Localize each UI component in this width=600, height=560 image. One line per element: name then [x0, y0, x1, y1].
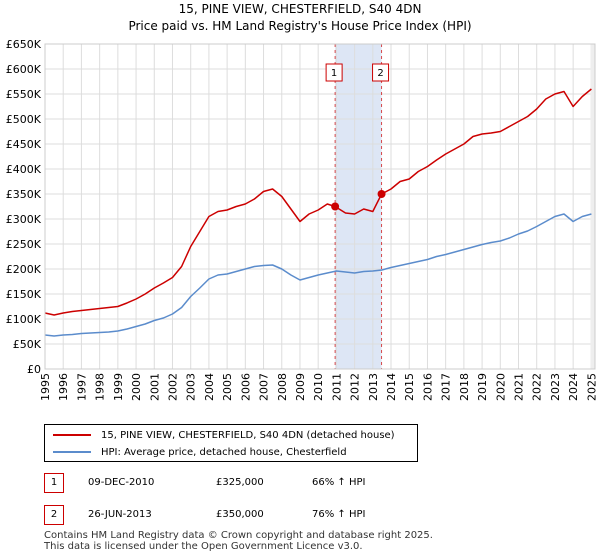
- x-tick-label: 1997: [75, 373, 88, 401]
- legend-swatch-property: [53, 434, 91, 436]
- x-tick-label: 2004: [203, 373, 216, 401]
- chart-subtitle: Price paid vs. HM Land Registry's House …: [128, 19, 472, 33]
- x-tick-label: 2003: [185, 373, 198, 401]
- y-tick-label: £550K: [6, 88, 42, 101]
- x-tick-label: 2011: [330, 373, 343, 401]
- transaction-date: 09-DEC-2010: [88, 477, 155, 488]
- transaction-marker-label: 1: [331, 68, 337, 79]
- x-tick-label: 1995: [39, 373, 52, 401]
- x-tick-label: 2000: [130, 373, 143, 401]
- plot-border: [44, 43, 596, 370]
- legend-item-property: 15, PINE VIEW, CHESTERFIELD, S40 4DN (de…: [53, 427, 395, 443]
- x-tick-label: 2005: [221, 373, 234, 401]
- legend-item-hpi: HPI: Average price, detached house, Ches…: [53, 444, 347, 460]
- y-tick-label: £500K: [6, 113, 42, 126]
- chart-legend: 15, PINE VIEW, CHESTERFIELD, S40 4DN (de…: [44, 424, 418, 462]
- transaction-price: £325,000: [216, 477, 264, 488]
- transaction-marker-box: [325, 63, 343, 82]
- legend-label-property: 15, PINE VIEW, CHESTERFIELD, S40 4DN (de…: [101, 429, 395, 441]
- transaction-hpi-change: 76% ↑ HPI: [312, 509, 366, 520]
- y-tick-label: £350K: [6, 188, 42, 201]
- y-tick-label: £650K: [6, 38, 42, 51]
- transaction-marker-label: 2: [377, 68, 383, 79]
- chart-title: 15, PINE VIEW, CHESTERFIELD, S40 4DN: [178, 2, 422, 16]
- x-tick-label: 2022: [531, 373, 544, 401]
- y-tick-label: £250K: [6, 238, 42, 251]
- x-tick-label: 1999: [112, 373, 125, 401]
- transaction-marker-box: [372, 63, 390, 82]
- x-tick-label: 2010: [312, 373, 325, 401]
- x-tick-label: 2025: [585, 373, 598, 401]
- x-tick-label: 2008: [276, 373, 289, 401]
- hpi-line: [44, 213, 592, 337]
- y-tick-label: £600K: [6, 63, 42, 76]
- x-tick-label: 2018: [458, 373, 471, 401]
- property-price-line: [44, 88, 592, 316]
- x-tick-label: 2016: [421, 373, 434, 401]
- x-tick-label: 2012: [349, 373, 362, 401]
- y-tick-label: £50K: [13, 338, 42, 351]
- y-tick-label: £300K: [6, 213, 42, 226]
- y-tick-label: £0: [27, 363, 41, 376]
- x-tick-label: 2017: [440, 373, 453, 401]
- x-tick-label: 2001: [148, 373, 161, 401]
- x-tick-label: 1996: [57, 373, 70, 401]
- legend-swatch-hpi: [53, 451, 91, 453]
- transaction-hpi-change: 66% ↑ HPI: [312, 477, 366, 488]
- legend-label-hpi: HPI: Average price, detached house, Ches…: [101, 446, 347, 458]
- x-tick-label: 2006: [239, 373, 252, 401]
- plot-area: [45, 44, 595, 369]
- price-chart: £0 £50K £100K £150K £200K £250K £300K £350K £400…: [6, 38, 599, 401]
- footer-copyright: Contains HM Land Registry data © Crown c…: [44, 530, 433, 541]
- x-tick-label: 2024: [567, 373, 580, 401]
- y-tick-label: £450K: [6, 138, 42, 151]
- x-tick-label: 2009: [294, 373, 307, 401]
- footer: Contains HM Land Registry data © Crown c…: [44, 530, 433, 552]
- x-tick-label: 2021: [513, 373, 526, 401]
- y-tick-label: £150K: [6, 288, 42, 301]
- x-tick-label: 2014: [385, 373, 398, 401]
- highlight-span: [335, 44, 382, 369]
- x-tick-label: 2023: [549, 373, 562, 401]
- transaction-point: [331, 202, 340, 211]
- x-tick-label: 2020: [494, 373, 507, 401]
- transaction-point: [377, 190, 386, 198]
- x-tick-label: 2007: [258, 373, 271, 401]
- x-tick-label: 2013: [367, 373, 380, 401]
- transaction-marker: 1: [44, 473, 64, 493]
- x-tick-label: 2019: [476, 373, 489, 401]
- y-tick-label: £100K: [6, 313, 42, 326]
- transaction-price: £350,000: [216, 509, 264, 520]
- future-area: [590, 44, 595, 369]
- x-tick-label: 2015: [403, 373, 416, 401]
- transaction-marker: 2: [44, 505, 64, 525]
- transaction-date: 26-JUN-2013: [88, 509, 152, 520]
- footer-licence: This data is licensed under the Open Gov…: [44, 541, 363, 552]
- x-tick-label: 2002: [166, 373, 179, 401]
- x-tick-label: 1998: [94, 373, 107, 401]
- y-tick-label: £200K: [6, 263, 42, 276]
- y-tick-label: £400K: [6, 163, 42, 176]
